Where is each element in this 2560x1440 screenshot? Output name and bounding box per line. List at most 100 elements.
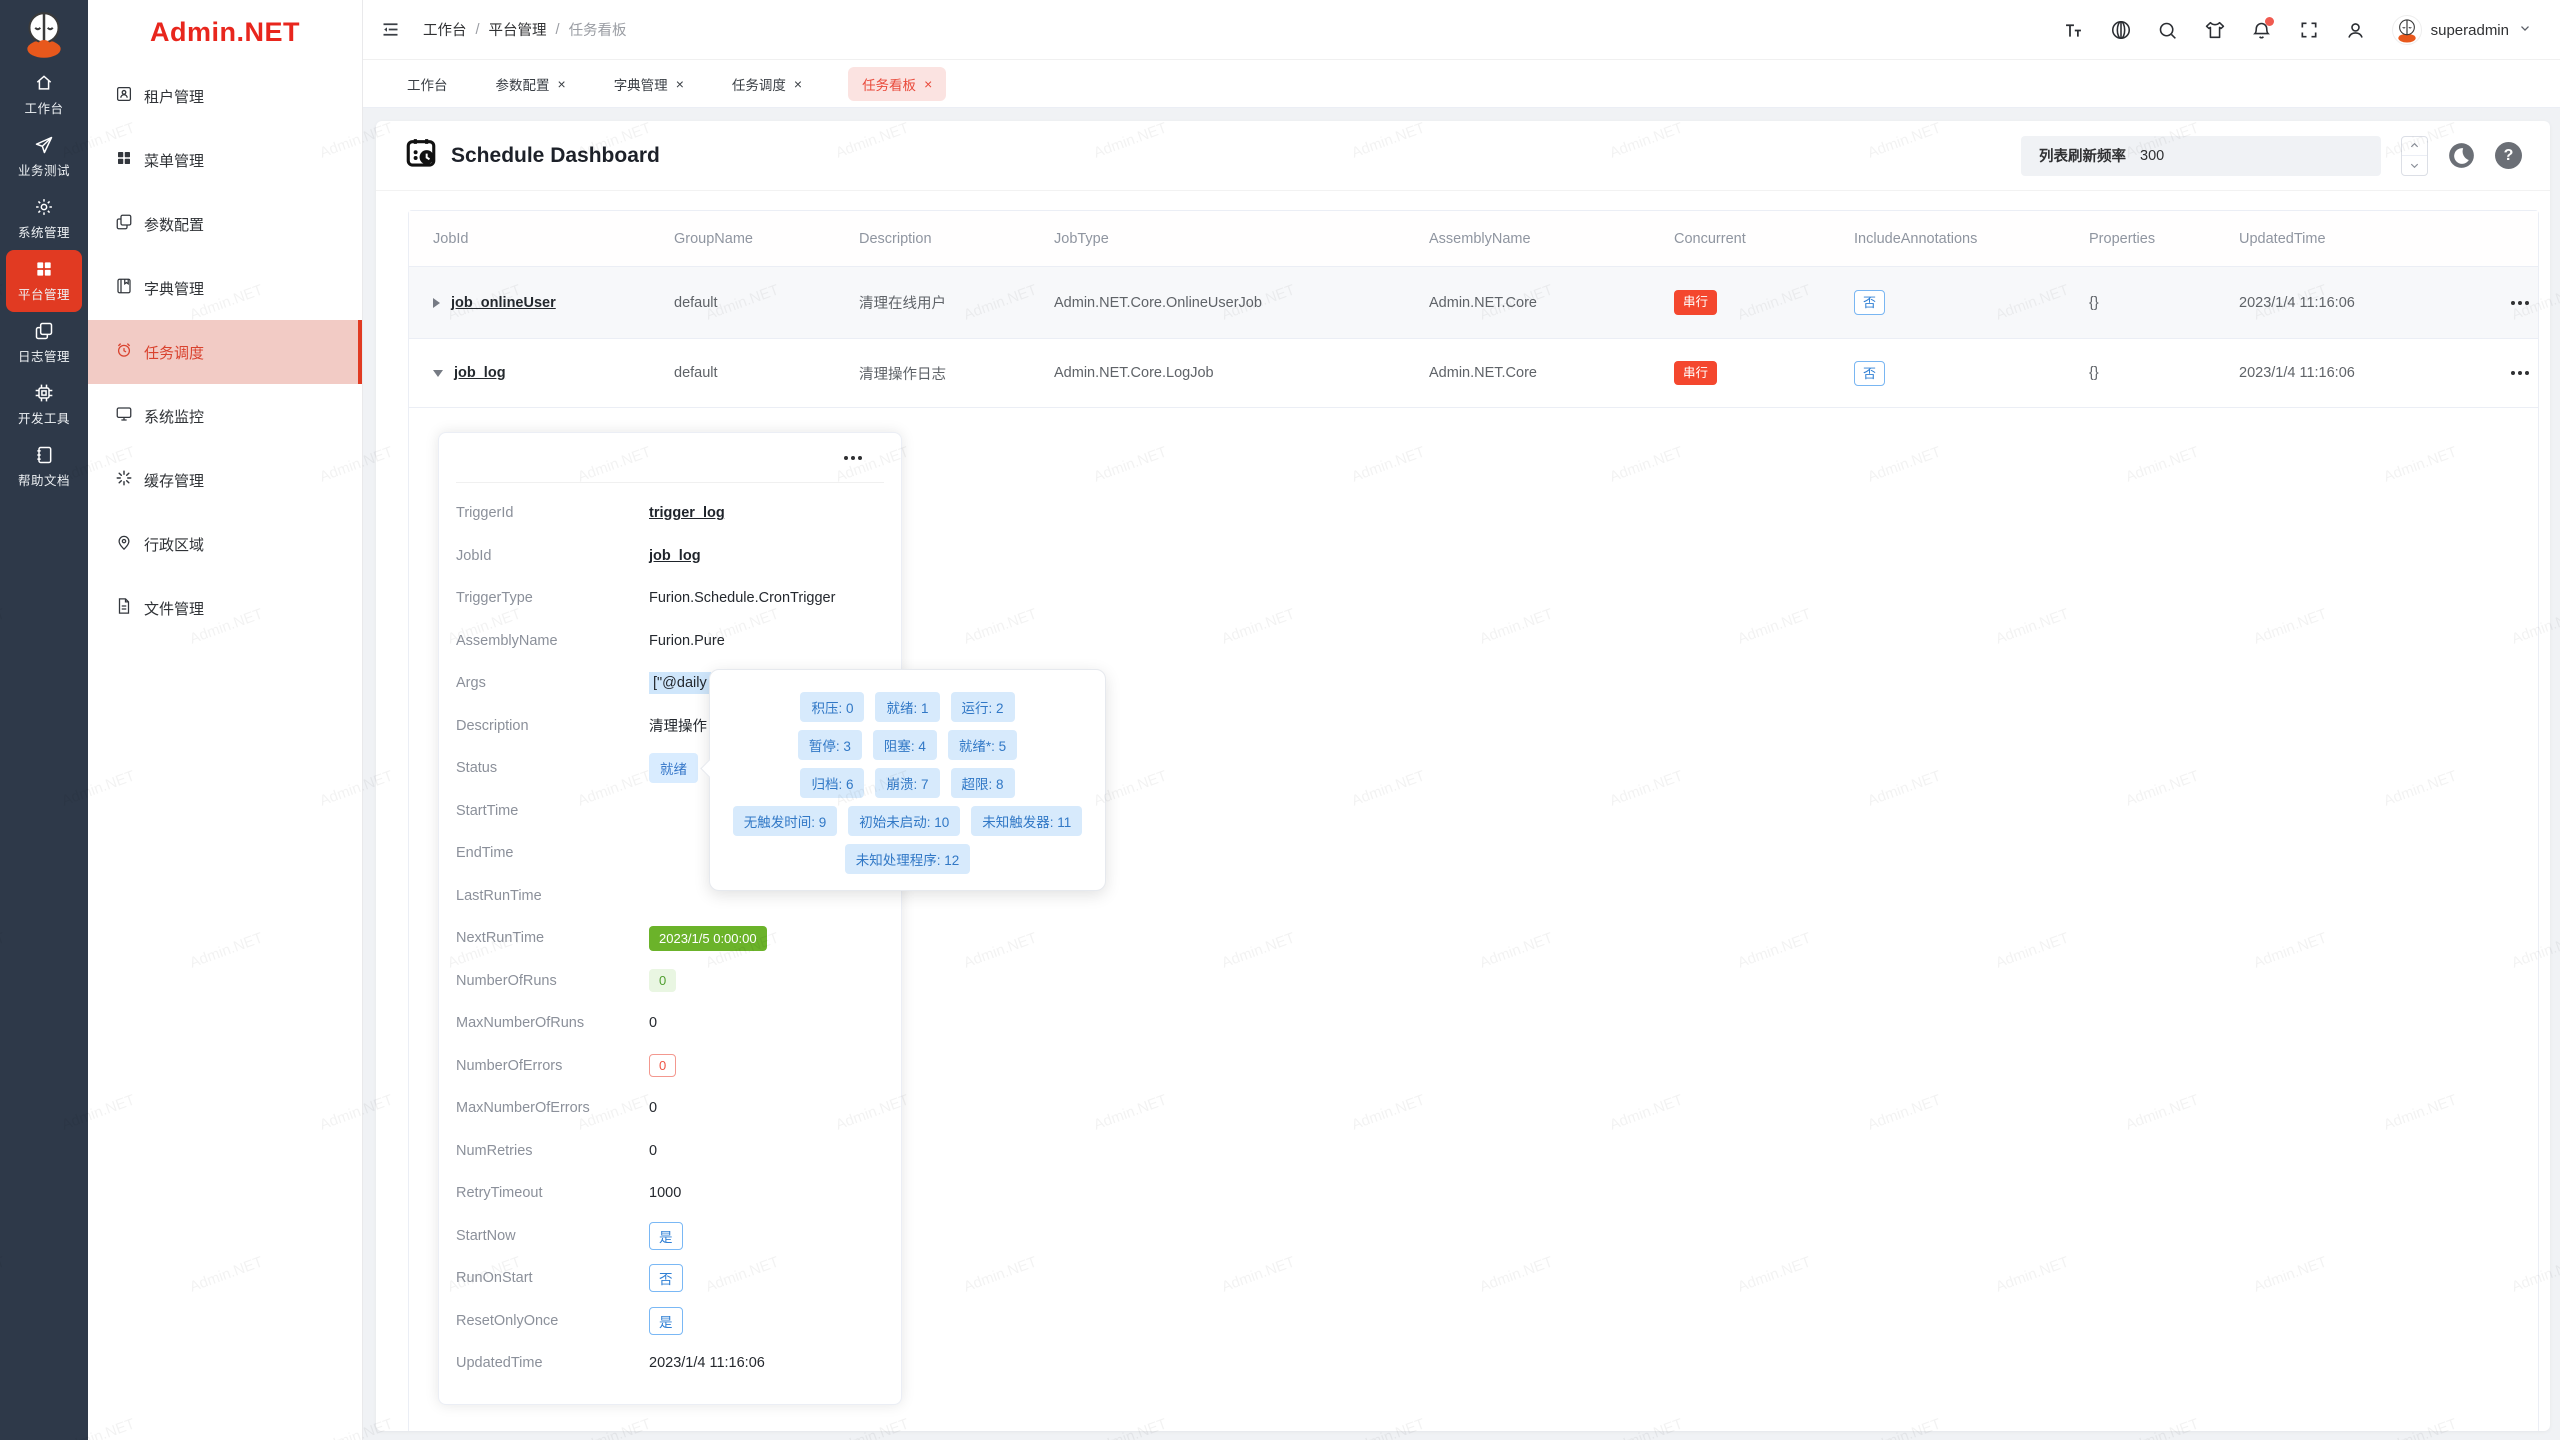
stepper-up-icon[interactable]: [2402, 137, 2427, 156]
sidebar-item-tenant[interactable]: 租户管理: [88, 64, 362, 128]
font-size-icon[interactable]: [2063, 19, 2085, 41]
rail-item-help-docs[interactable]: 帮助文档: [0, 436, 88, 498]
col-jobid: JobId: [433, 230, 469, 247]
dark-mode-moon-icon[interactable]: [2448, 142, 2475, 169]
detail-label: MaxNumberOfErrors: [456, 1100, 590, 1117]
map-pin-icon: [115, 533, 133, 555]
mascot-logo-icon: [19, 8, 69, 65]
profile-icon[interactable]: [2345, 19, 2367, 41]
jobid-link[interactable]: job_onlineUser: [451, 294, 556, 311]
card-header-controls: 列表刷新频率 300 ?: [2021, 135, 2522, 176]
cell-description: 清理操作日志: [859, 366, 946, 383]
jobid-link[interactable]: job_log: [454, 365, 506, 381]
sidebar: Admin.NET 租户管理 菜单管理 参数配置 字典管理 任务调度 系统监控 …: [88, 0, 363, 1440]
tab-close-icon[interactable]: ×: [924, 75, 933, 92]
status-badge: 无触发时间: 9: [732, 806, 838, 836]
tabbar: 工作台 参数配置 × 字典管理 × 任务调度 × 任务看板 ×: [363, 60, 2560, 108]
detail-value: 2023/1/4 11:16:06: [649, 1355, 765, 1372]
theme-shirt-icon[interactable]: [2204, 19, 2226, 41]
sidebar-item-monitor[interactable]: 系统监控: [88, 384, 362, 448]
detail-label: NumRetries: [456, 1142, 533, 1159]
nextruntime-tag: 2023/1/5 0:00:00: [649, 925, 767, 951]
loading-icon: [115, 469, 133, 491]
row-more-icon[interactable]: [2511, 300, 2529, 305]
language-icon[interactable]: [2110, 19, 2132, 41]
rail-item-log-mgmt[interactable]: 日志管理: [0, 312, 88, 374]
tab-close-icon[interactable]: ×: [675, 75, 684, 92]
tab-workbench[interactable]: 工作台: [405, 67, 450, 101]
args-value: ["@daily: [649, 672, 711, 695]
breadcrumb-item[interactable]: 工作台: [423, 23, 467, 39]
sidebar-item-params[interactable]: 参数配置: [88, 192, 362, 256]
help-icon[interactable]: ?: [2495, 142, 2522, 169]
expand-caret-icon[interactable]: [433, 297, 440, 308]
app-logo[interactable]: [0, 0, 88, 64]
sidebar-item-menu[interactable]: 菜单管理: [88, 128, 362, 192]
status-badge: 未知触发器: 11: [971, 806, 1083, 836]
sidebar-item-region[interactable]: 行政区域: [88, 512, 362, 576]
panel-more-icon[interactable]: [844, 455, 862, 460]
col-updatedtime: UpdatedTime: [2239, 230, 2326, 247]
breadcrumb: 工作台 / 平台管理 / 任务看板: [423, 19, 627, 40]
cell-groupname: default: [674, 365, 718, 381]
cell-description: 清理在线用户: [859, 296, 946, 312]
tab-schedule[interactable]: 任务调度 ×: [730, 67, 804, 101]
search-icon[interactable]: [2157, 19, 2179, 41]
tab-dict[interactable]: 字典管理 ×: [612, 67, 686, 101]
cpu-icon: [34, 383, 54, 403]
rail-item-business-test[interactable]: 业务测试: [0, 126, 88, 188]
tab-schedule-dashboard[interactable]: 任务看板 ×: [848, 66, 947, 101]
detail-row-status: Status 就绪: [456, 747, 884, 790]
detail-value: 0: [649, 1015, 658, 1032]
cell-properties: {}: [2089, 365, 2099, 381]
status-badge: 崩溃: 7: [875, 768, 940, 798]
tab-params[interactable]: 参数配置 ×: [494, 67, 568, 101]
concurrent-tag: 串行: [1674, 360, 1718, 386]
breadcrumb-item[interactable]: 平台管理: [488, 23, 547, 39]
rail-item-dev-tools[interactable]: 开发工具: [0, 374, 88, 436]
rail-item-workbench[interactable]: 工作台: [0, 64, 88, 126]
tooltip-row: 暂停: 3 阻塞: 4 就绪*: 5: [720, 730, 1095, 760]
user-menu[interactable]: superadmin: [2391, 15, 2532, 45]
sidebar-item-label: 行政区域: [144, 536, 205, 554]
row-more-icon[interactable]: [2511, 371, 2529, 375]
sidebar-item-dict[interactable]: 字典管理: [88, 256, 362, 320]
status-tag[interactable]: 就绪: [649, 753, 698, 784]
sidebar-item-files[interactable]: 文件管理: [88, 576, 362, 640]
avatar: [2391, 15, 2422, 45]
send-icon: [34, 135, 54, 155]
topbar-actions: superadmin: [2063, 0, 2532, 60]
rail-item-platform-mgmt[interactable]: 平台管理: [6, 250, 82, 312]
sidebar-fold-icon[interactable]: [380, 19, 401, 40]
resetonlyonce-tag: 是: [649, 1306, 683, 1335]
tooltip-row: 无触发时间: 9 初始未启动: 10 未知触发器: 11: [720, 806, 1095, 836]
tab-label: 参数配置: [495, 77, 550, 93]
sidebar-logo-text[interactable]: Admin.NET: [150, 16, 300, 47]
detail-label: ResetOnlyOnce: [456, 1312, 559, 1329]
copy-icon: [34, 321, 54, 341]
status-badge: 运行: 2: [950, 692, 1015, 722]
tenant-icon: [115, 85, 133, 107]
fullscreen-icon[interactable]: [2298, 19, 2320, 41]
sidebar-item-cache[interactable]: 缓存管理: [88, 448, 362, 512]
detail-label: RunOnStart: [456, 1270, 533, 1287]
collapse-caret-icon[interactable]: [433, 369, 443, 377]
detail-row-numretries: NumRetries 0: [456, 1130, 884, 1173]
stepper-down-icon[interactable]: [2402, 156, 2427, 175]
refresh-rate-input[interactable]: 列表刷新频率 300: [2021, 135, 2381, 176]
notification-bell-icon[interactable]: [2251, 17, 2274, 41]
rail-item-system-mgmt[interactable]: 系统管理: [0, 188, 88, 250]
gear-icon: [34, 197, 54, 217]
detail-row-nextruntime: NextRunTime 2023/1/5 0:00:00: [456, 917, 884, 960]
refresh-rate-stepper: [2401, 135, 2428, 176]
tab-close-icon[interactable]: ×: [557, 75, 566, 92]
triggerid-link[interactable]: trigger_log: [649, 505, 725, 522]
breadcrumb-item-current: 任务看板: [568, 23, 627, 39]
tab-close-icon[interactable]: ×: [793, 75, 803, 92]
notification-badge: [2264, 17, 2274, 26]
trigger-detail-panel: TriggerId trigger_log JobId job_log Trig…: [438, 432, 902, 1405]
grid-icon: [34, 259, 54, 279]
jobid-link[interactable]: job_log: [649, 547, 701, 564]
rail-item-label: 日志管理: [17, 350, 70, 364]
sidebar-item-schedule[interactable]: 任务调度: [88, 320, 362, 384]
